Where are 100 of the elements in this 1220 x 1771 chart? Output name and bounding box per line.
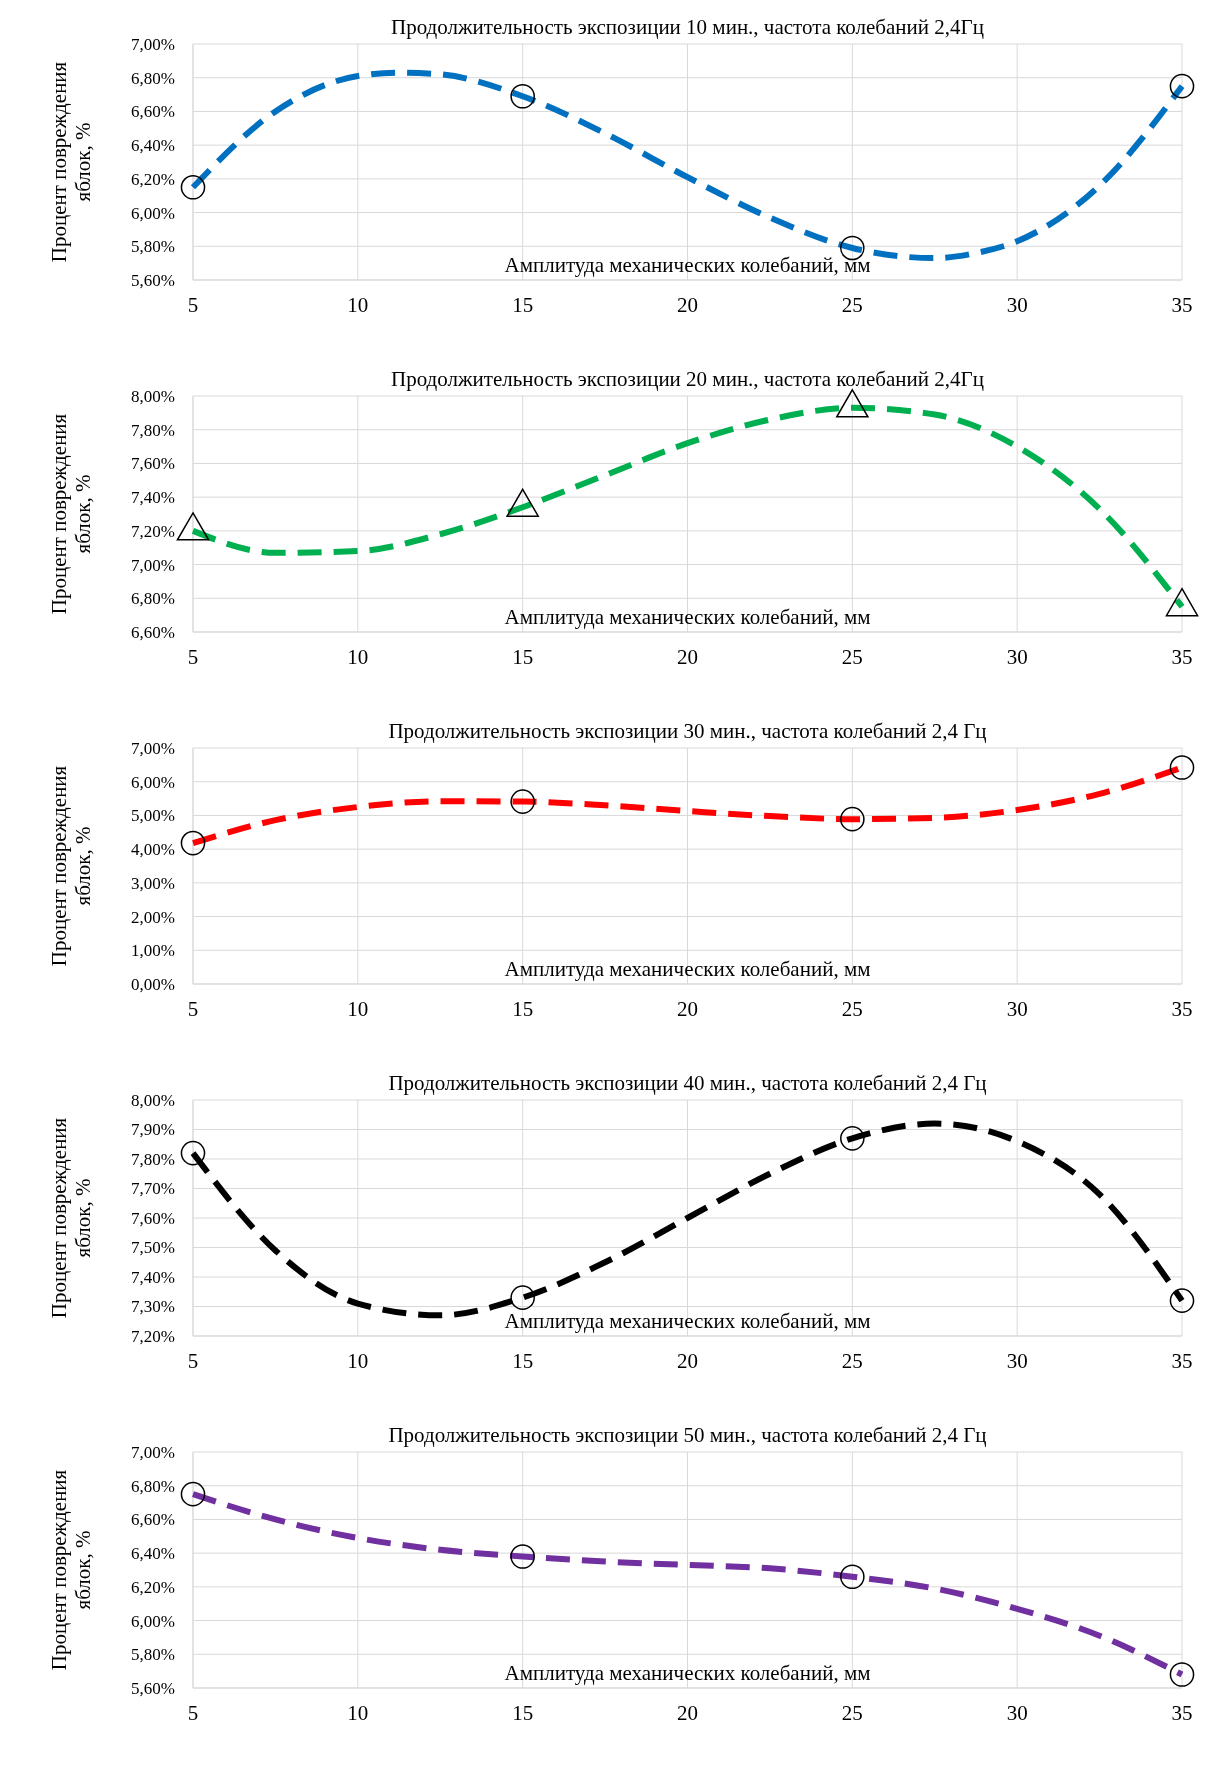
y-axis-title: Процент повреждения яблок, % (46, 61, 96, 263)
x-tick-label: 5 (187, 645, 199, 669)
y-tick-label: 7,40% (131, 1267, 175, 1287)
point (1169, 1662, 1195, 1687)
x-tick-label: 15 (512, 645, 534, 669)
y-tick-label: 8,00% (131, 1090, 175, 1110)
x-axis-title: Амплитуда механических колебаний, мм (504, 1661, 871, 1685)
chart-title: Продолжительность экспозиции 10 мин., частота колебаний 2,4Гц (391, 15, 984, 39)
point (840, 235, 865, 261)
x-axis-title: Амплитуда механических колебаний, мм (504, 957, 871, 981)
y-axis-title: Процент повреждения яблок, % (46, 1469, 96, 1671)
y-tick-label: 7,30% (131, 1297, 175, 1317)
x-tick-label: 10 (347, 997, 369, 1021)
point (840, 1126, 865, 1151)
y-tick-label: 2,00% (131, 907, 175, 927)
x-tick-label: 10 (347, 645, 369, 669)
y-tick-label: 7,00% (131, 1442, 175, 1462)
y-tick-label: 7,40% (131, 488, 175, 508)
y-tick-label: 1,00% (131, 941, 175, 961)
y-tick-label: 5,80% (131, 1645, 175, 1665)
point (180, 1140, 206, 1166)
x-tick-label: 15 (512, 1349, 534, 1373)
y-tick-label: 4,00% (131, 840, 175, 860)
y-tick-label: 6,40% (131, 136, 175, 156)
point (840, 806, 865, 832)
x-tick-label: 30 (1006, 1349, 1028, 1373)
x-tick-label: 30 (1006, 1701, 1028, 1725)
x-tick-label: 5 (187, 997, 199, 1021)
y-tick-label: 7,90% (131, 1120, 175, 1140)
y-tick-label: 5,60% (131, 1678, 175, 1698)
point (510, 83, 535, 109)
point (510, 789, 535, 814)
x-tick-label: 30 (1006, 293, 1028, 317)
chart-title: Продолжительность экспозиции 30 мин., частота колебаний 2,4 Гц (388, 719, 987, 743)
x-tick-label: 25 (841, 1701, 863, 1725)
y-tick-label: 7,60% (131, 1208, 175, 1228)
point (1169, 73, 1195, 99)
y-tick-label: 7,00% (131, 555, 175, 575)
y-tick-label: 7,00% (131, 738, 175, 758)
y-tick-label: 5,00% (131, 806, 175, 826)
y-axis-title: Процент повреждения яблок, % (46, 765, 96, 967)
y-tick-label: 0,00% (131, 974, 175, 994)
y-tick-label: 6,00% (131, 1611, 175, 1631)
x-tick-label: 15 (512, 1701, 534, 1725)
x-tick-label: 30 (1006, 997, 1028, 1021)
x-axis-title: Амплитуда механических колебаний, мм (504, 253, 871, 277)
y-tick-label: 6,00% (131, 203, 175, 223)
point (510, 1285, 535, 1310)
point (180, 830, 206, 856)
x-tick-label: 20 (677, 1701, 698, 1725)
x-tick-label: 35 (1171, 645, 1193, 669)
x-tick-label: 25 (841, 293, 863, 317)
x-tick-label: 5 (187, 1349, 199, 1373)
y-tick-label: 7,00% (131, 34, 175, 54)
x-tick-label: 25 (841, 1349, 863, 1373)
y-tick-label: 7,60% (131, 454, 175, 474)
y-tick-label: 6,80% (131, 589, 175, 609)
x-axis-title: Амплитуда механических колебаний, мм (504, 605, 871, 629)
y-tick-label: 7,50% (131, 1238, 175, 1258)
x-tick-label: 20 (677, 293, 698, 317)
x-tick-label: 20 (677, 1349, 698, 1373)
y-tick-label: 5,60% (131, 270, 175, 290)
y-tick-label: 7,80% (131, 420, 175, 440)
x-tick-label: 20 (677, 645, 698, 669)
point (180, 1481, 206, 1507)
x-tick-label: 5 (187, 293, 199, 317)
point (510, 1544, 535, 1569)
x-axis-title: Амплитуда механических колебаний, мм (504, 1309, 871, 1333)
y-tick-label: 6,20% (131, 1577, 175, 1597)
y-tick-label: 5,80% (131, 237, 175, 257)
chart-title: Продолжительность экспозиции 40 мин., частота колебаний 2,4 Гц (388, 1071, 987, 1095)
y-tick-label: 6,60% (131, 622, 175, 642)
y-tick-label: 7,70% (131, 1179, 175, 1199)
x-tick-label: 25 (841, 997, 863, 1021)
x-tick-label: 5 (187, 1701, 199, 1725)
x-tick-label: 10 (347, 293, 369, 317)
y-tick-label: 6,40% (131, 1544, 175, 1564)
x-tick-label: 10 (347, 1349, 369, 1373)
y-tick-label: 6,60% (131, 102, 175, 122)
x-tick-label: 15 (512, 293, 534, 317)
chart-title: Продолжительность экспозиции 50 мин., частота колебаний 2,4 Гц (388, 1423, 987, 1447)
y-tick-label: 6,20% (131, 169, 175, 189)
y-tick-label: 3,00% (131, 873, 175, 893)
x-tick-label: 30 (1006, 645, 1028, 669)
point (180, 175, 206, 200)
chart-title: Продолжительность экспозиции 20 мин., частота колебаний 2,4Гц (391, 367, 984, 391)
y-tick-label: 7,20% (131, 1326, 175, 1346)
x-tick-label: 15 (512, 997, 534, 1021)
y-tick-label: 8,00% (131, 386, 175, 406)
y-tick-label: 6,60% (131, 1510, 175, 1530)
point (1169, 755, 1195, 780)
x-tick-label: 35 (1171, 1349, 1193, 1373)
y-tick-label: 7,80% (131, 1149, 175, 1169)
y-axis-title: Процент повреждения яблок, % (46, 413, 96, 615)
x-tick-label: 25 (841, 645, 863, 669)
y-tick-label: 6,00% (131, 772, 175, 792)
y-tick-label: 7,20% (131, 521, 175, 541)
point (840, 1564, 865, 1590)
y-tick-label: 6,80% (131, 1476, 175, 1496)
x-tick-label: 10 (347, 1701, 369, 1725)
